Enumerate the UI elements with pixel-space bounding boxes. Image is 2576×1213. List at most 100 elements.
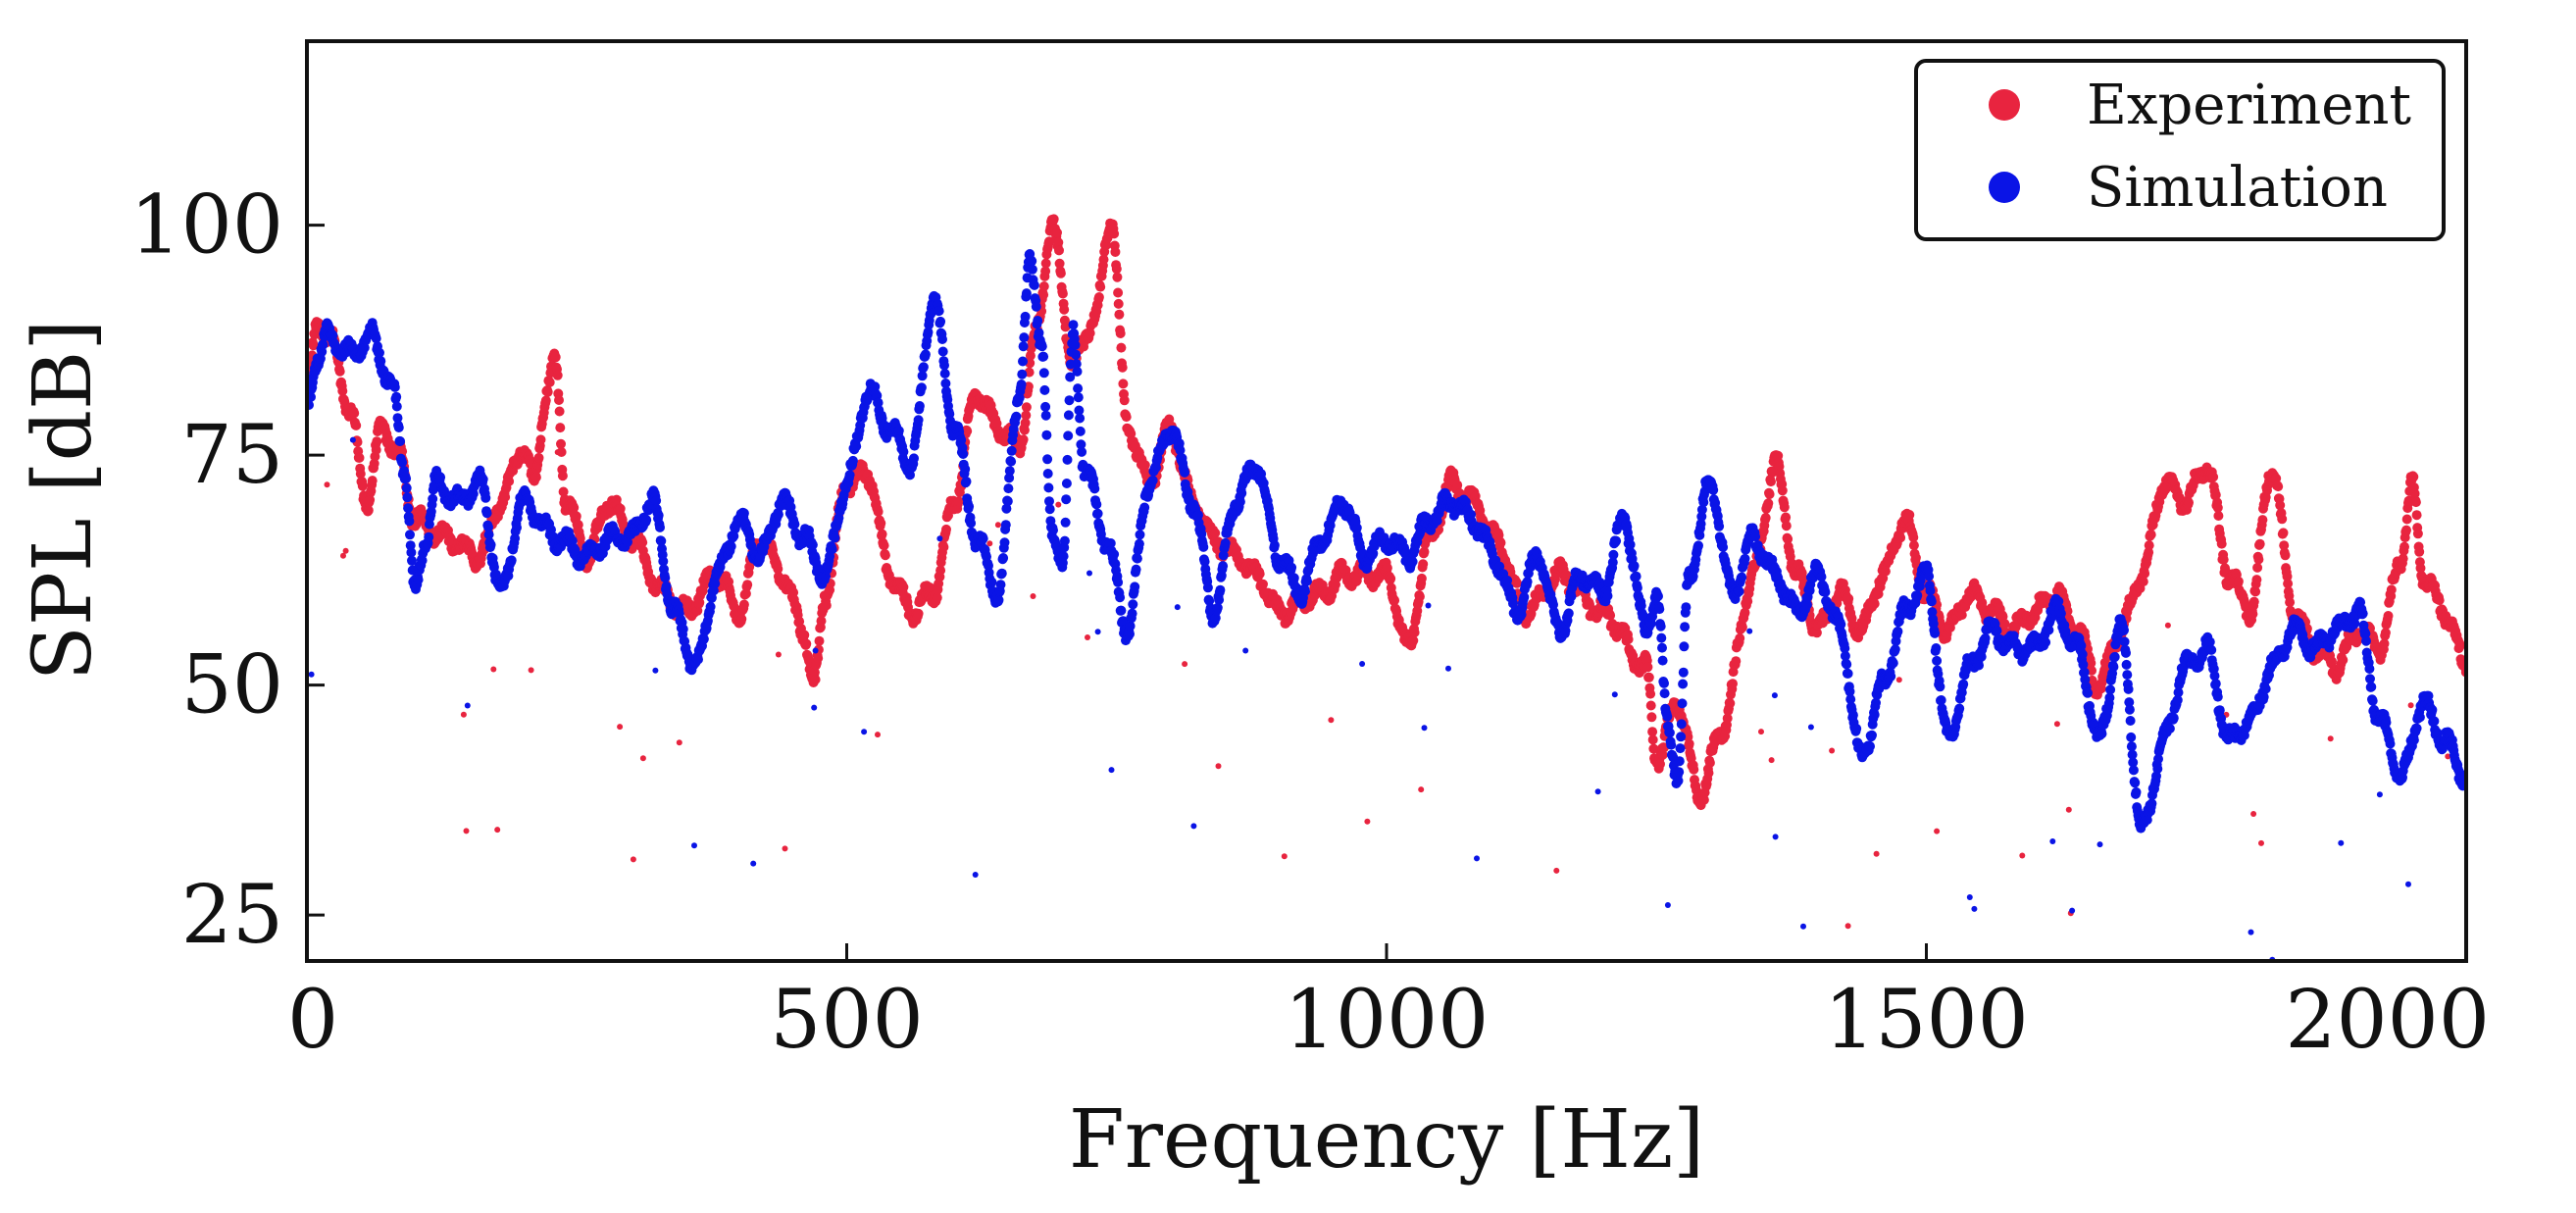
data-point <box>1302 576 1312 586</box>
data-point <box>395 436 406 446</box>
data-point <box>1689 764 1699 775</box>
data-point <box>357 480 368 491</box>
data-point <box>1783 533 1793 544</box>
data-point <box>1017 369 1028 379</box>
data-point <box>1645 688 1656 699</box>
data-point <box>2408 472 2419 482</box>
data-point <box>1743 596 1753 607</box>
data-point <box>460 711 467 718</box>
data-point <box>875 732 881 738</box>
data-point <box>1113 577 1124 587</box>
data-point <box>1070 339 1081 350</box>
data-point <box>550 352 561 363</box>
data-point <box>1054 258 1065 269</box>
data-point <box>1135 530 1145 540</box>
data-point <box>468 488 479 499</box>
data-point <box>405 540 416 551</box>
data-point <box>1182 661 1188 668</box>
data-point <box>827 544 837 555</box>
data-point <box>1722 713 1733 724</box>
data-point <box>1016 379 1027 389</box>
data-point <box>893 426 904 436</box>
data-point <box>391 391 402 402</box>
data-point <box>1389 595 1400 606</box>
data-point <box>1041 430 1052 440</box>
data-point <box>2086 658 2096 669</box>
data-point <box>1036 341 1047 352</box>
data-point <box>1098 254 1109 265</box>
data-point <box>1109 228 1120 239</box>
data-point <box>1728 679 1738 689</box>
data-point <box>1094 629 1101 635</box>
data-point <box>1063 430 1074 441</box>
data-point <box>995 580 1006 590</box>
data-point <box>998 553 1009 563</box>
data-point <box>999 537 1010 548</box>
data-point <box>1895 532 1906 543</box>
data-point <box>1300 585 1310 596</box>
data-point <box>2216 538 2227 549</box>
data-point <box>512 523 522 532</box>
data-point <box>1043 482 1054 493</box>
data-point <box>555 423 566 433</box>
data-point <box>1055 268 1066 278</box>
data-point <box>318 339 328 350</box>
data-point <box>1003 483 1014 494</box>
data-point <box>365 494 376 505</box>
data-point <box>528 667 534 674</box>
data-point <box>464 702 471 709</box>
data-point <box>1287 562 1297 573</box>
data-point <box>1018 434 1029 445</box>
data-point <box>1645 700 1656 711</box>
data-point <box>1085 328 1095 338</box>
data-point <box>407 555 417 566</box>
data-point <box>1025 350 1035 361</box>
data-point <box>810 675 821 684</box>
data-point <box>1725 698 1736 709</box>
data-point <box>1027 256 1037 267</box>
data-point <box>1119 395 1130 406</box>
data-point <box>932 592 942 603</box>
data-point <box>1698 794 1709 805</box>
data-point <box>1419 546 1430 557</box>
data-point <box>1018 356 1028 367</box>
data-point <box>506 555 517 566</box>
data-point <box>2386 584 2397 595</box>
data-point <box>1844 593 1854 604</box>
data-point <box>876 518 886 529</box>
data-point <box>1053 237 1064 248</box>
data-point <box>542 386 553 397</box>
data-point <box>1091 499 1102 510</box>
data-point <box>1414 591 1425 602</box>
data-point <box>1018 341 1029 352</box>
data-point <box>847 455 858 466</box>
data-point <box>372 436 382 447</box>
data-point <box>2399 541 2409 552</box>
data-point <box>1777 485 1788 496</box>
data-point <box>485 539 496 550</box>
data-point <box>1418 559 1429 570</box>
data-point <box>556 447 567 457</box>
data-point <box>1408 635 1419 646</box>
data-point <box>1768 757 1775 764</box>
data-point <box>401 482 412 493</box>
data-point <box>1131 564 1141 575</box>
data-point <box>1215 584 1226 595</box>
data-point <box>308 340 319 351</box>
data-point <box>1040 401 1051 412</box>
data-point <box>1623 634 1634 644</box>
data-point <box>773 509 783 520</box>
data-point <box>2053 721 2060 728</box>
data-point <box>393 423 404 432</box>
data-point <box>1873 850 1880 857</box>
data-point <box>1006 456 1017 467</box>
data-point <box>2407 702 2414 709</box>
data-point <box>1198 541 1209 552</box>
data-point <box>1844 923 1851 930</box>
data-point <box>1061 479 1072 488</box>
data-point <box>877 529 887 539</box>
data-point <box>661 581 672 591</box>
data-point <box>880 550 890 561</box>
data-point <box>1127 608 1137 619</box>
data-point <box>935 565 946 576</box>
